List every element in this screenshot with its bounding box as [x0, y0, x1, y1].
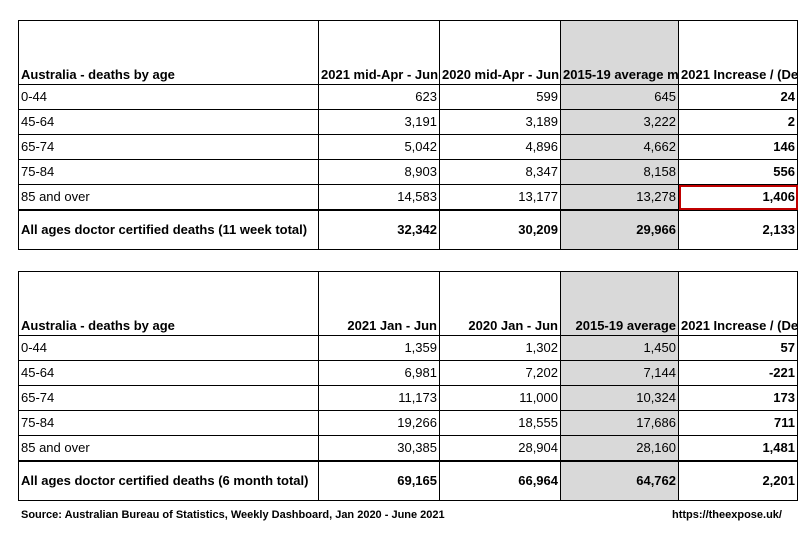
- value-2020-cell: 13,177: [439, 184, 561, 211]
- total-increase: 2,133: [678, 209, 798, 250]
- age-group-cell: 0-44: [18, 335, 319, 361]
- increase-cell: 173: [678, 385, 798, 411]
- table-row: 0-44 1,359 1,302 1,450 57: [18, 335, 798, 361]
- table-header-row: Australia - deaths by age 2021 Jan - Jun…: [18, 271, 798, 336]
- age-group-cell: 0-44: [18, 84, 319, 110]
- total-2021: 69,165: [318, 460, 440, 501]
- value-2021-cell: 8,903: [318, 159, 440, 185]
- value-2020-cell: 7,202: [439, 360, 561, 386]
- header-age-group: Australia - deaths by age: [18, 271, 319, 336]
- table-row: 85 and over 14,583 13,177 13,278 1,406: [18, 184, 798, 211]
- total-2020: 30,209: [439, 209, 561, 250]
- table-row: 65-74 11,173 11,000 10,324 173: [18, 385, 798, 411]
- header-age-group: Australia - deaths by age: [18, 20, 319, 85]
- age-group-cell: 75-84: [18, 410, 319, 436]
- value-2021-cell: 1,359: [318, 335, 440, 361]
- total-increase: 2,201: [678, 460, 798, 501]
- header-2021: 2021 mid-Apr - Jun (11 weeks): [318, 20, 440, 85]
- increase-cell: 711: [678, 410, 798, 436]
- increase-cell: 1,481: [678, 435, 798, 462]
- increase-cell: 24: [678, 84, 798, 110]
- value-2021-cell: 6,981: [318, 360, 440, 386]
- header-2021: 2021 Jan - Jun: [318, 271, 440, 336]
- value-average-cell: 17,686: [560, 410, 679, 436]
- header-2020: 2020 mid-Apr - Jun (11 weeks): [439, 20, 561, 85]
- increase-cell: -221: [678, 360, 798, 386]
- value-average-cell: 1,450: [560, 335, 679, 361]
- total-average: 29,966: [560, 209, 679, 250]
- header-2015-19-average: 2015-19 average: [560, 271, 679, 336]
- value-2020-cell: 599: [439, 84, 561, 110]
- value-2020-cell: 8,347: [439, 159, 561, 185]
- age-group-cell: 65-74: [18, 134, 319, 160]
- header-2020: 2020 Jan - Jun: [439, 271, 561, 336]
- value-average-cell: 8,158: [560, 159, 679, 185]
- table-row: 45-64 6,981 7,202 7,144 -221: [18, 360, 798, 386]
- value-average-cell: 10,324: [560, 385, 679, 411]
- total-2021: 32,342: [318, 209, 440, 250]
- table-header-row: Australia - deaths by age 2021 mid-Apr -…: [18, 20, 798, 85]
- deaths-table-jan-jun: Australia - deaths by age 2021 Jan - Jun…: [18, 271, 798, 501]
- table-row: 85 and over 30,385 28,904 28,160 1,481: [18, 435, 798, 462]
- table-row: 75-84 8,903 8,347 8,158 556: [18, 159, 798, 185]
- value-2020-cell: 18,555: [439, 410, 561, 436]
- value-2021-cell: 11,173: [318, 385, 440, 411]
- footer: Source: Australian Bureau of Statistics,…: [21, 509, 782, 521]
- value-average-cell: 645: [560, 84, 679, 110]
- header-2015-19-average: 2015-19 average mid-Apr - Jun (11 weeks): [560, 20, 679, 85]
- table-row: 45-64 3,191 3,189 3,222 2: [18, 109, 798, 135]
- value-2020-cell: 1,302: [439, 335, 561, 361]
- source-url: https://theexpose.uk/: [671, 509, 782, 521]
- total-label: All ages doctor certified deaths (11 wee…: [18, 209, 319, 250]
- value-average-cell: 4,662: [560, 134, 679, 160]
- value-2021-cell: 14,583: [318, 184, 440, 211]
- value-2021-cell: 3,191: [318, 109, 440, 135]
- increase-cell: 2: [678, 109, 798, 135]
- age-group-cell: 75-84: [18, 159, 319, 185]
- value-2021-cell: 19,266: [318, 410, 440, 436]
- total-2020: 66,964: [439, 460, 561, 501]
- value-2020-cell: 3,189: [439, 109, 561, 135]
- table-row: 0-44 623 599 645 24: [18, 84, 798, 110]
- table-row: 75-84 19,266 18,555 17,686 711: [18, 410, 798, 436]
- source-note: Source: Australian Bureau of Statistics,…: [21, 509, 445, 521]
- value-2021-cell: 30,385: [318, 435, 440, 462]
- age-group-cell: 45-64: [18, 109, 319, 135]
- age-group-cell: 85 and over: [18, 184, 319, 211]
- table-row: 65-74 5,042 4,896 4,662 146: [18, 134, 798, 160]
- header-increase: 2021 Increase / (Decrease) over 2020: [678, 20, 798, 85]
- total-average: 64,762: [560, 460, 679, 501]
- value-2021-cell: 5,042: [318, 134, 440, 160]
- value-average-cell: 7,144: [560, 360, 679, 386]
- value-2021-cell: 623: [318, 84, 440, 110]
- table-total-row: All ages doctor certified deaths (11 wee…: [18, 209, 798, 250]
- value-average-cell: 13,278: [560, 184, 679, 211]
- total-label: All ages doctor certified deaths (6 mont…: [18, 460, 319, 501]
- value-2020-cell: 4,896: [439, 134, 561, 160]
- increase-cell: 57: [678, 335, 798, 361]
- age-group-cell: 65-74: [18, 385, 319, 411]
- value-average-cell: 28,160: [560, 435, 679, 462]
- increase-cell: 556: [678, 159, 798, 185]
- value-2020-cell: 28,904: [439, 435, 561, 462]
- deaths-table-mid-apr-jun: Australia - deaths by age 2021 mid-Apr -…: [18, 20, 798, 250]
- header-increase: 2021 Increase / (Decrease) over 2020: [678, 271, 798, 336]
- age-group-cell: 45-64: [18, 360, 319, 386]
- value-2020-cell: 11,000: [439, 385, 561, 411]
- highlighted-increase-cell: 1,406: [678, 184, 798, 211]
- increase-cell: 146: [678, 134, 798, 160]
- table-total-row: All ages doctor certified deaths (6 mont…: [18, 460, 798, 501]
- age-group-cell: 85 and over: [18, 435, 319, 462]
- value-average-cell: 3,222: [560, 109, 679, 135]
